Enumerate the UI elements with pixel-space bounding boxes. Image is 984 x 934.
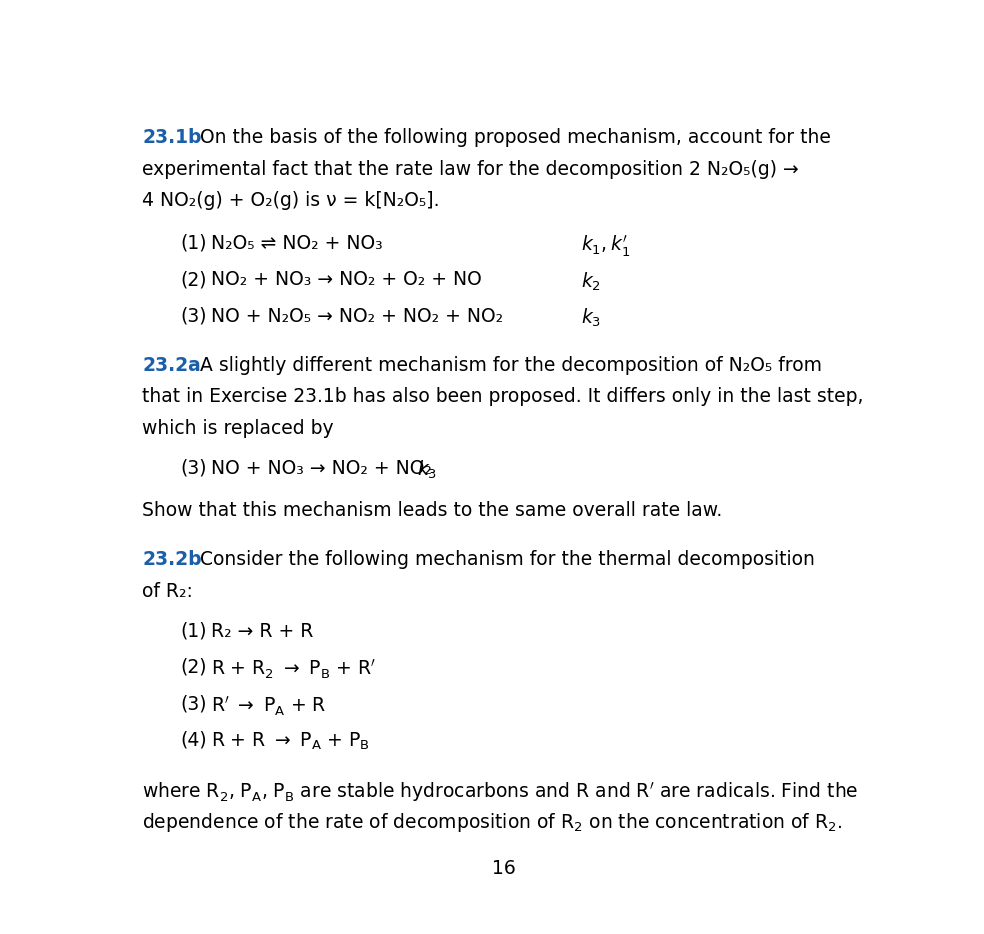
Text: N₂O₅ ⇌ NO₂ + NO₃: N₂O₅ ⇌ NO₂ + NO₃ <box>211 234 383 253</box>
Text: (2): (2) <box>180 658 207 677</box>
Text: Consider the following mechanism for the thermal decomposition: Consider the following mechanism for the… <box>194 550 815 570</box>
Text: where R$_2$, P$_\mathrm{A}$, P$_\mathrm{B}$ are stable hydrocarbons and R and R$: where R$_2$, P$_\mathrm{A}$, P$_\mathrm{… <box>142 780 858 804</box>
Text: Show that this mechanism leads to the same overall rate law.: Show that this mechanism leads to the sa… <box>142 502 722 520</box>
Text: 23.2b: 23.2b <box>142 550 202 570</box>
Text: (3): (3) <box>180 694 207 714</box>
Text: $k_1, k_1'$: $k_1, k_1'$ <box>581 234 630 260</box>
Text: of R₂:: of R₂: <box>142 582 193 601</box>
Text: On the basis of the following proposed mechanism, account for the: On the basis of the following proposed m… <box>194 128 830 147</box>
Text: (3): (3) <box>180 459 207 477</box>
Text: R + R $\rightarrow$ P$_\mathrm{A}$ + P$_\mathrm{B}$: R + R $\rightarrow$ P$_\mathrm{A}$ + P$_… <box>211 730 369 752</box>
Text: which is replaced by: which is replaced by <box>142 419 334 438</box>
Text: (4): (4) <box>180 730 207 750</box>
Text: $k_3$: $k_3$ <box>416 459 437 481</box>
Text: 23.1b: 23.1b <box>142 128 202 147</box>
Text: (1): (1) <box>180 234 207 253</box>
Text: dependence of the rate of decomposition of R$_2$ on the concentration of R$_2$.: dependence of the rate of decomposition … <box>142 812 842 834</box>
Text: 23.2a: 23.2a <box>142 356 201 375</box>
Text: R$'$ $\rightarrow$ P$_\mathrm{A}$ + R: R$'$ $\rightarrow$ P$_\mathrm{A}$ + R <box>211 694 327 717</box>
Text: (3): (3) <box>180 306 207 326</box>
Text: 4 NO₂(g) + O₂(g) is ν = k[N₂O₅].: 4 NO₂(g) + O₂(g) is ν = k[N₂O₅]. <box>142 191 440 210</box>
Text: R₂ → R + R: R₂ → R + R <box>211 621 313 641</box>
Text: (2): (2) <box>180 270 207 290</box>
Text: experimental fact that the rate law for the decomposition 2 N₂O₅(g) →: experimental fact that the rate law for … <box>142 160 799 178</box>
Text: A slightly different mechanism for the decomposition of N₂O₅ from: A slightly different mechanism for the d… <box>194 356 822 375</box>
Text: R + R$_2$ $\rightarrow$ P$_\mathrm{B}$ + R$'$: R + R$_2$ $\rightarrow$ P$_\mathrm{B}$ +… <box>211 658 376 681</box>
Text: that in Exercise 23.1b has also been proposed. It differs only in the last step,: that in Exercise 23.1b has also been pro… <box>142 388 864 406</box>
Text: (1): (1) <box>180 621 207 641</box>
Text: $k_3$: $k_3$ <box>581 306 600 329</box>
Text: NO₂ + NO₃ → NO₂ + O₂ + NO: NO₂ + NO₃ → NO₂ + O₂ + NO <box>211 270 481 290</box>
Text: NO + N₂O₅ → NO₂ + NO₂ + NO₂: NO + N₂O₅ → NO₂ + NO₂ + NO₂ <box>211 306 503 326</box>
Text: 16: 16 <box>492 859 517 878</box>
Text: $k_2$: $k_2$ <box>581 270 600 292</box>
Text: NO + NO₃ → NO₂ + NO₂: NO + NO₃ → NO₂ + NO₂ <box>211 459 432 477</box>
